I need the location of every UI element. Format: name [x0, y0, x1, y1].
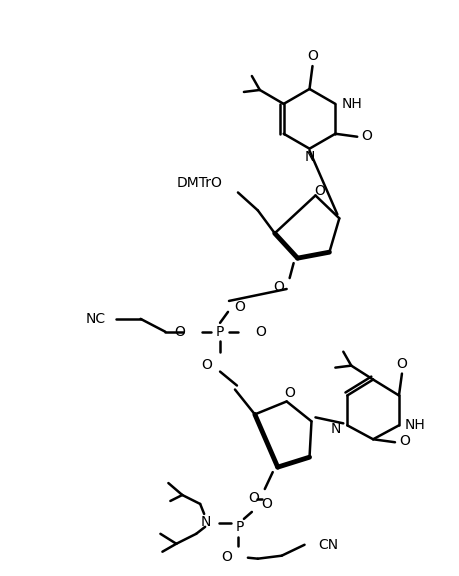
Text: P: P [216, 325, 224, 339]
Text: CN: CN [319, 538, 339, 552]
Text: O: O [255, 325, 266, 339]
Text: O: O [284, 386, 295, 400]
Text: O: O [234, 300, 245, 314]
Text: O: O [307, 49, 318, 63]
Text: O: O [261, 497, 272, 511]
Text: O: O [397, 357, 408, 370]
Text: O: O [248, 491, 259, 505]
Text: O: O [399, 434, 410, 448]
Text: O: O [273, 280, 284, 294]
Text: O: O [221, 550, 232, 564]
Text: O: O [201, 358, 212, 372]
Text: O: O [314, 184, 325, 199]
Text: NH: NH [405, 418, 425, 433]
Text: NH: NH [341, 97, 362, 111]
Text: O: O [174, 325, 185, 339]
Text: N: N [201, 515, 211, 529]
Text: N: N [304, 150, 315, 164]
Text: DMTrO: DMTrO [176, 176, 222, 190]
Text: P: P [236, 520, 244, 534]
Text: NC: NC [86, 312, 106, 326]
Text: O: O [362, 129, 373, 143]
Text: N: N [331, 422, 341, 436]
